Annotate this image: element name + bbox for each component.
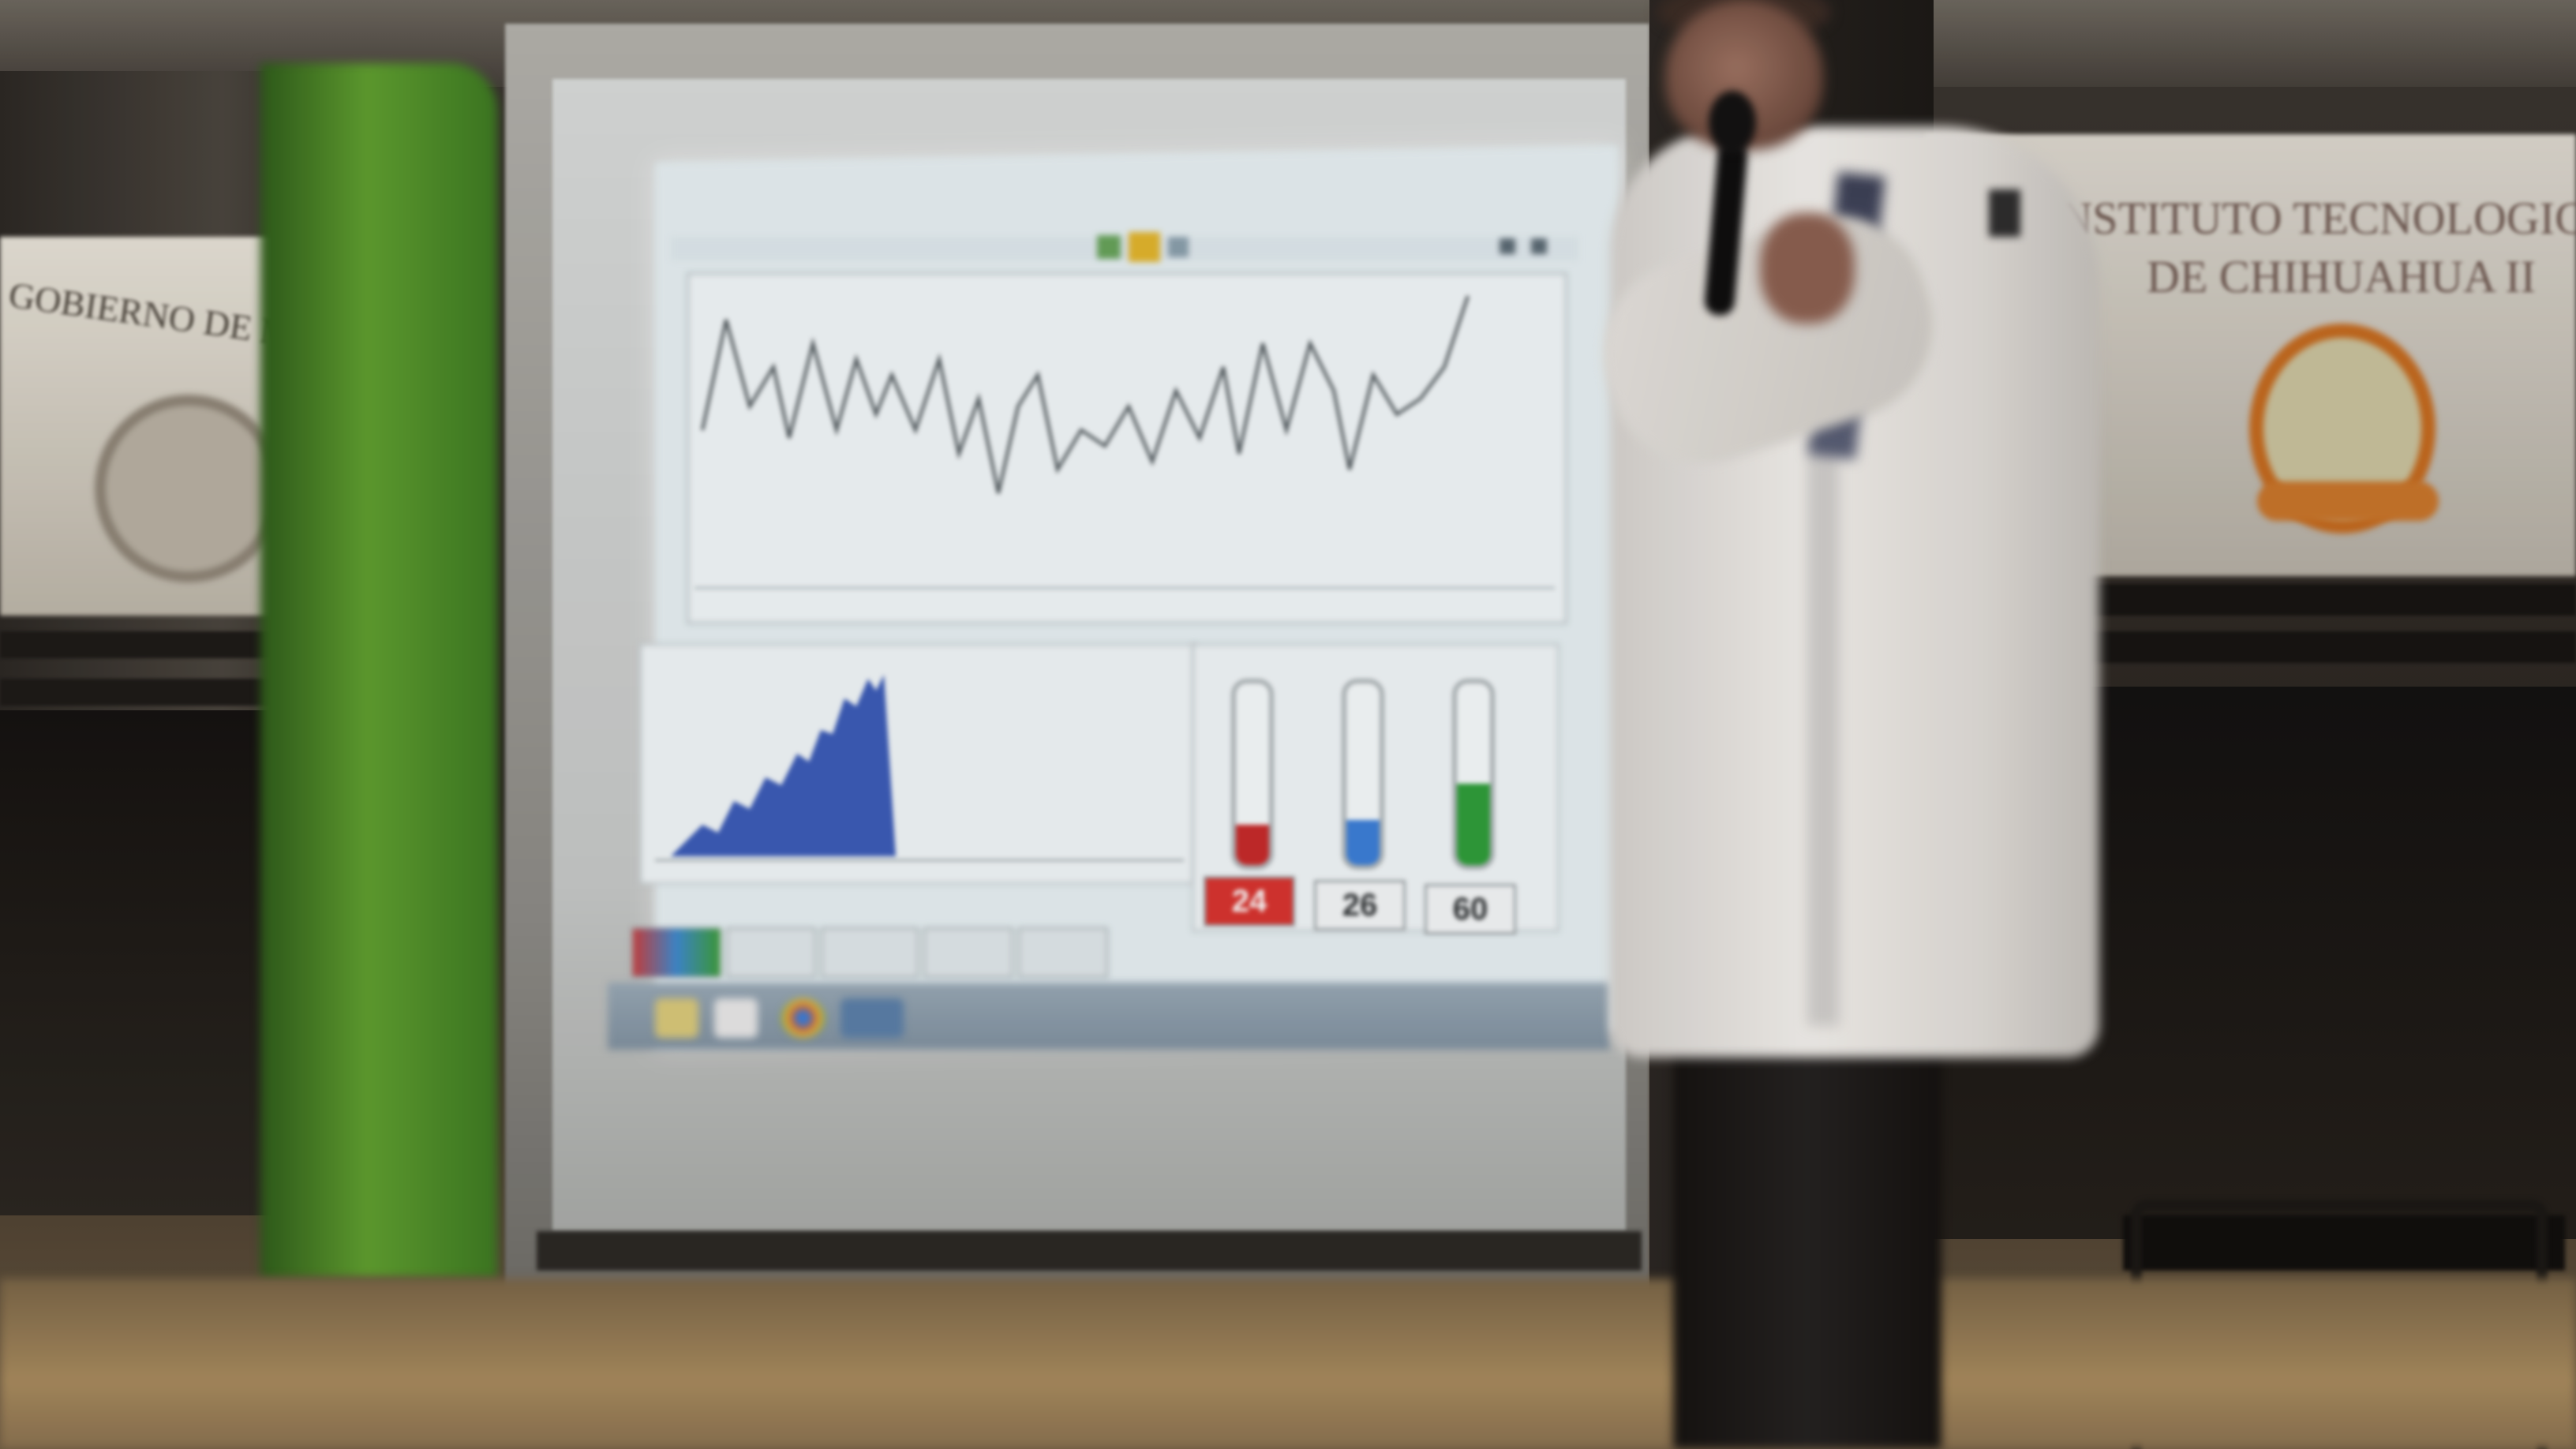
- app-icon: [841, 998, 904, 1038]
- right-banner-line2: DE CHIHUAHUA II: [2147, 251, 2536, 302]
- waveform-chart: [695, 295, 1555, 590]
- area-chart: [655, 675, 1184, 862]
- screen-bottom-bar: [537, 1231, 1642, 1271]
- right-seal-ribbon: [2257, 481, 2439, 521]
- gauge-tube-red: [1231, 679, 1274, 870]
- projected-taskbar: [608, 983, 1610, 1050]
- gauge-label-blue: 26: [1314, 880, 1406, 930]
- gauge-label-red: 24: [1204, 876, 1295, 927]
- gauge-label-green: 60: [1425, 884, 1516, 934]
- area-fill: [671, 675, 896, 856]
- projected-toolbar: [671, 232, 1578, 262]
- tab: [1018, 927, 1108, 978]
- presenter-hand: [1760, 213, 1855, 324]
- gauge-fill-green: [1457, 783, 1490, 865]
- tab: [923, 927, 1013, 978]
- waveform-panel: [687, 272, 1567, 624]
- waveform-line: [701, 295, 1470, 494]
- browser-icon: [781, 998, 825, 1038]
- toolbar-icon: [1531, 238, 1547, 254]
- toolbar-icon: [1097, 235, 1121, 259]
- toolbar-icon: [1168, 237, 1189, 257]
- coat-badge: [1989, 189, 2020, 237]
- left-seal-emblem: [95, 395, 283, 582]
- presenter-legs: [1673, 1026, 1941, 1449]
- app-icon: [714, 998, 758, 1038]
- stage-floor: [0, 1279, 2576, 1449]
- projected-bottom-tabs: [631, 927, 1121, 983]
- gauge-tube-blue: [1342, 679, 1384, 870]
- gauge-tube-green: [1452, 679, 1495, 870]
- folder-icon: [655, 998, 698, 1038]
- gauge-fill-red: [1236, 825, 1269, 865]
- tab-color-strip: [631, 927, 721, 978]
- tab: [821, 927, 919, 978]
- right-banner-line1: INSTITUTO TECNOLOGICO: [2044, 193, 2576, 244]
- toolbar-icon: [1129, 232, 1160, 262]
- chair-seat: [2123, 1215, 2565, 1271]
- tab: [726, 927, 816, 978]
- right-banner-text: INSTITUTO TECNOLOGICO DE CHIHUAHUA II: [2044, 189, 2576, 306]
- gauge-fill-blue: [1346, 819, 1380, 865]
- microphone-icon: [1709, 91, 1756, 154]
- green-wall-band: [260, 63, 497, 1279]
- toolbar-icon: [1500, 238, 1515, 254]
